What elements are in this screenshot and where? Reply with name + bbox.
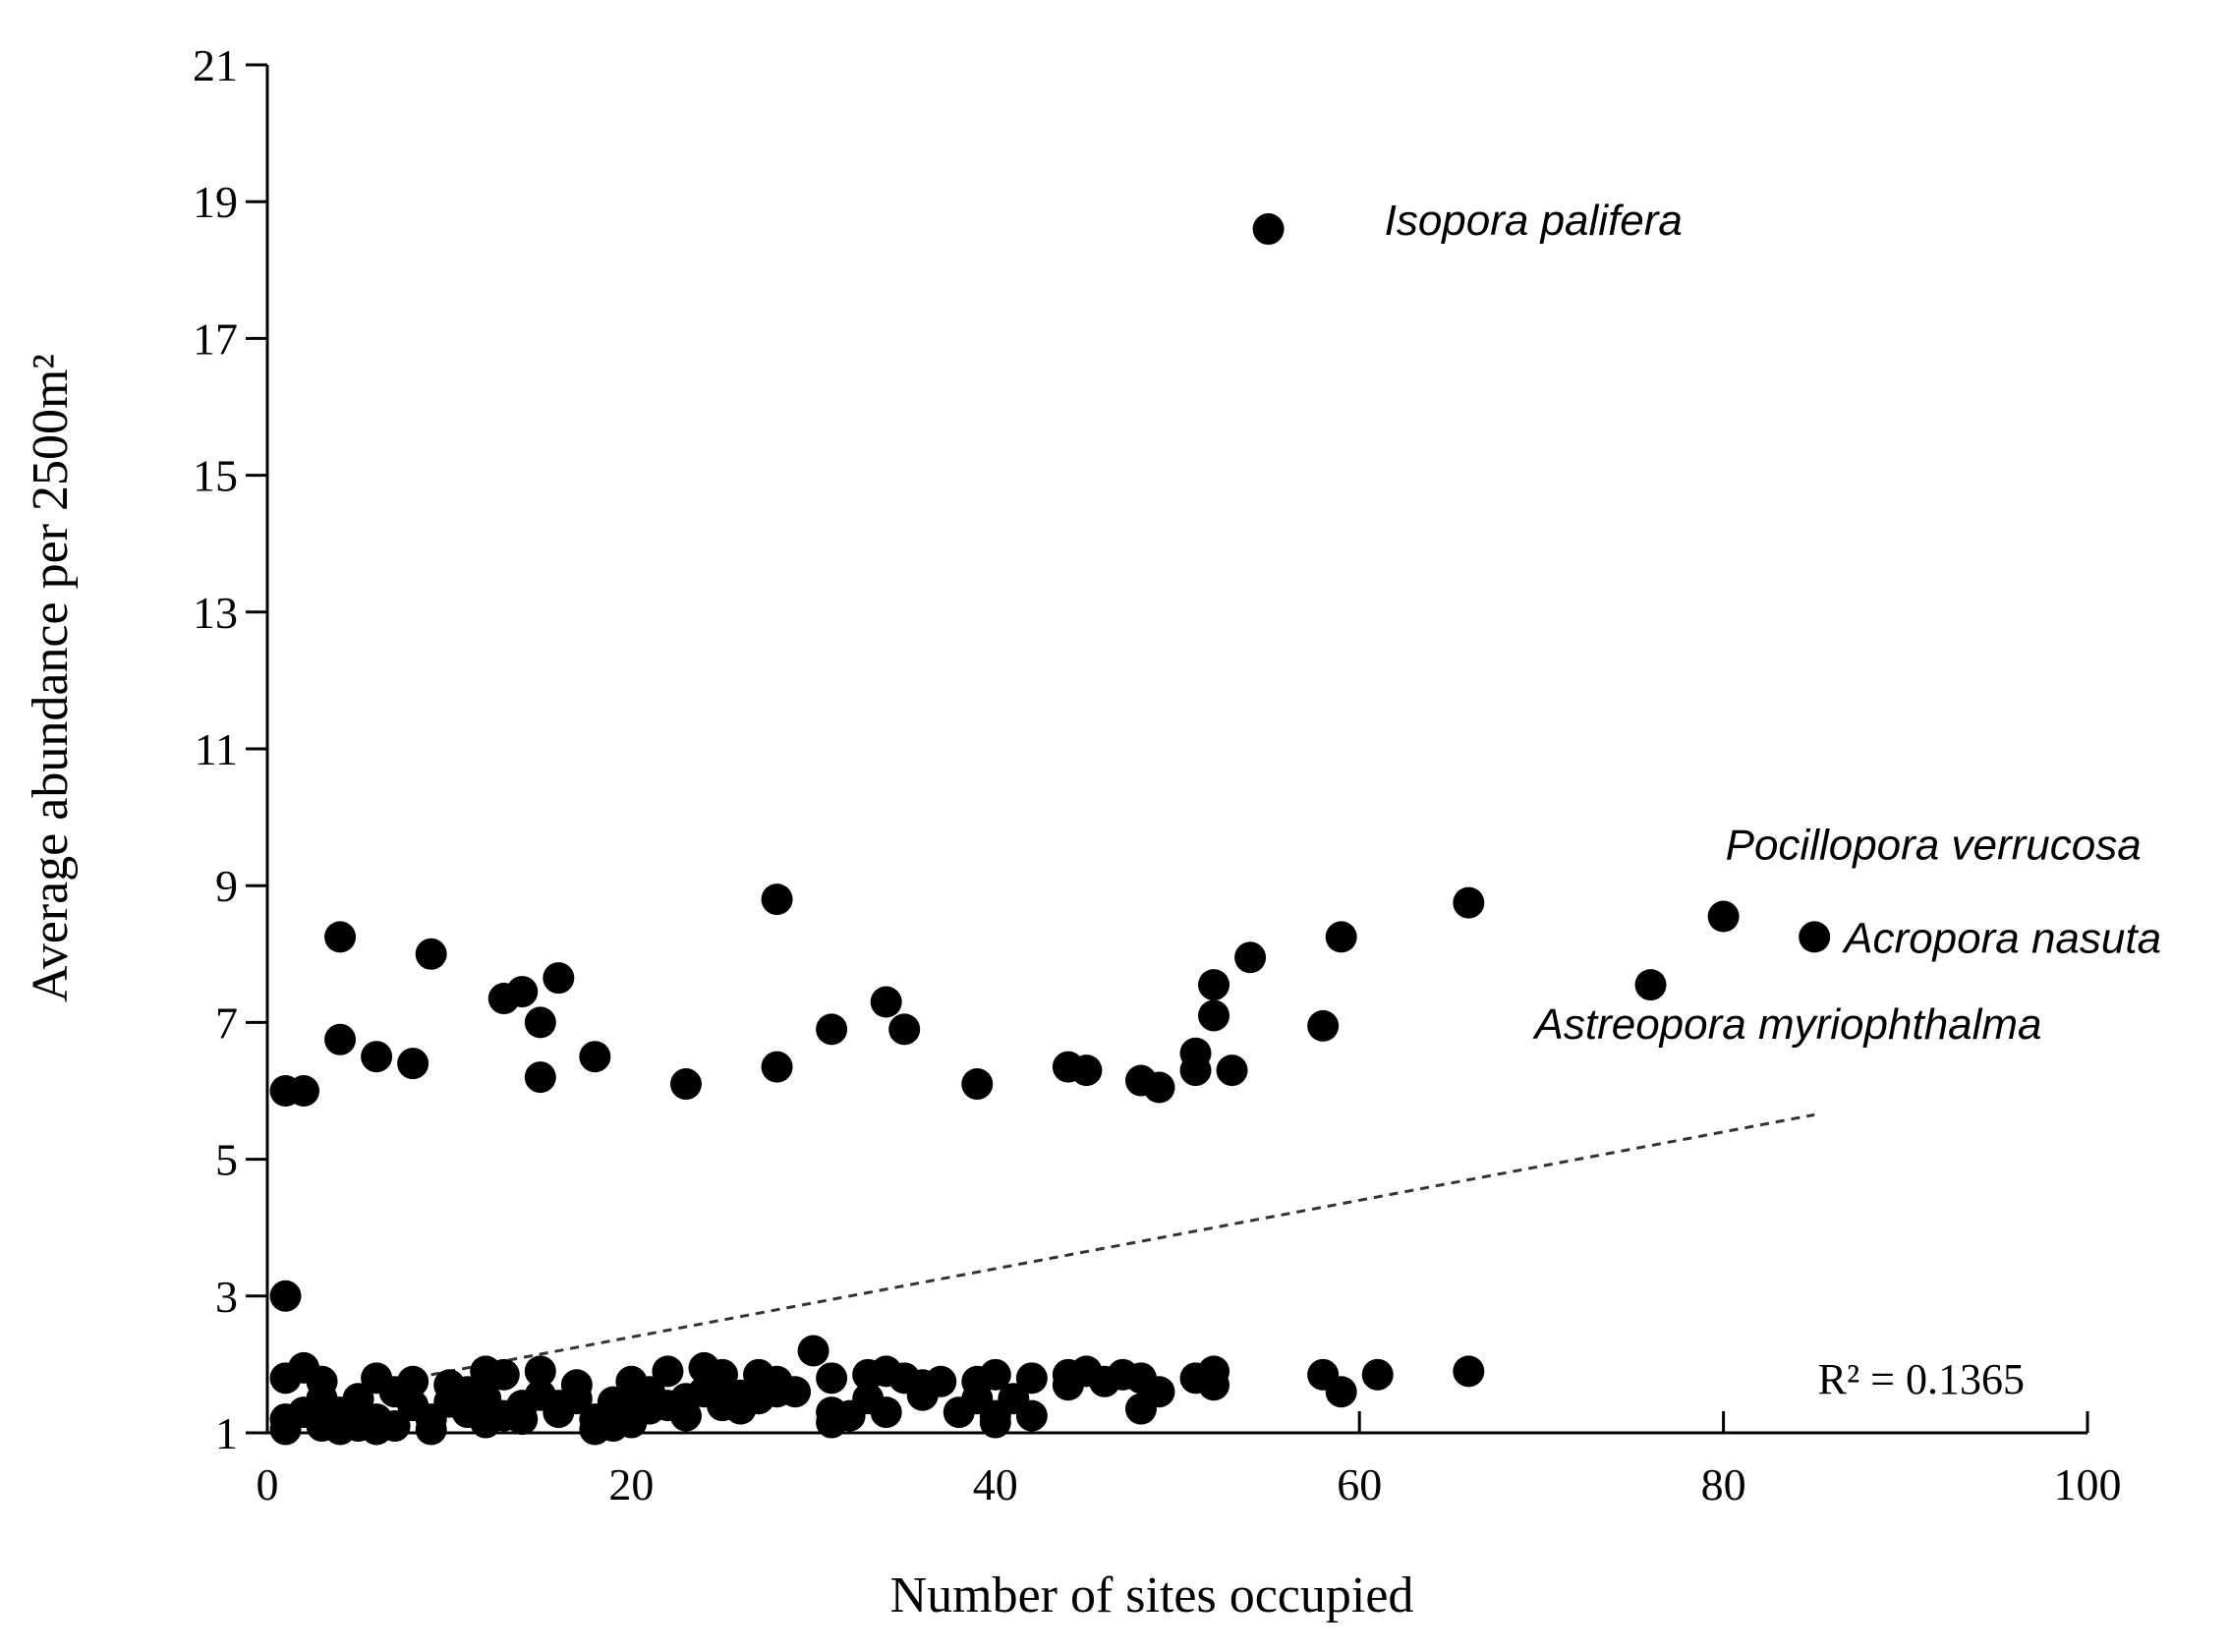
data-point bbox=[1124, 1393, 1157, 1425]
y-tick-label: 15 bbox=[193, 451, 238, 501]
data-point bbox=[669, 1068, 702, 1101]
data-point bbox=[1179, 1054, 1212, 1087]
data-point bbox=[1634, 969, 1667, 1001]
data-point bbox=[1361, 1358, 1394, 1391]
data-point bbox=[415, 938, 447, 970]
y-tick-label: 9 bbox=[215, 861, 238, 911]
data-point bbox=[1015, 1362, 1048, 1395]
data-point bbox=[1234, 941, 1267, 974]
data-point bbox=[669, 1399, 702, 1432]
data-point bbox=[506, 976, 539, 1008]
data-point bbox=[524, 1006, 556, 1039]
data-point bbox=[506, 1403, 539, 1436]
annotation-label: Astreopora myriophthalma bbox=[1532, 1000, 2042, 1049]
data-point bbox=[961, 1068, 994, 1101]
data-point bbox=[1453, 1355, 1485, 1388]
data-point bbox=[1198, 1369, 1230, 1401]
data-point bbox=[816, 1362, 848, 1395]
data-point bbox=[1088, 1365, 1120, 1397]
data-point bbox=[342, 1410, 374, 1443]
y-tick-label: 7 bbox=[215, 997, 238, 1048]
data-point bbox=[870, 986, 902, 1018]
data-point bbox=[1198, 969, 1230, 1001]
data-point bbox=[979, 1358, 1011, 1391]
data-point bbox=[779, 1376, 812, 1408]
y-tick-label: 17 bbox=[193, 313, 238, 364]
data-point bbox=[652, 1355, 684, 1388]
data-point bbox=[797, 1335, 829, 1367]
data-point bbox=[1252, 213, 1285, 246]
data-point bbox=[1070, 1054, 1103, 1087]
data-point bbox=[1015, 1399, 1048, 1432]
data-point bbox=[579, 1041, 611, 1073]
data-point bbox=[470, 1406, 502, 1439]
data-point bbox=[361, 1041, 393, 1073]
y-tick-label: 21 bbox=[193, 40, 238, 90]
trendline-group: R² = 0.1365 bbox=[430, 1112, 2025, 1403]
data-point bbox=[724, 1393, 757, 1425]
data-point bbox=[888, 1013, 921, 1046]
data-point bbox=[306, 1365, 338, 1397]
data-point bbox=[342, 1383, 374, 1415]
annotation-label: Acropora nasuta bbox=[1841, 914, 2161, 962]
data-point bbox=[324, 921, 357, 953]
y-tick-label: 5 bbox=[215, 1135, 238, 1185]
data-point bbox=[451, 1376, 484, 1408]
data-point bbox=[633, 1393, 665, 1425]
data-point bbox=[1707, 900, 1740, 933]
data-point bbox=[870, 1396, 902, 1429]
x-tick-label: 80 bbox=[1701, 1459, 1746, 1510]
data-point bbox=[1325, 1376, 1357, 1408]
data-point bbox=[543, 962, 575, 995]
data-points bbox=[269, 213, 1831, 1446]
data-point bbox=[761, 883, 793, 916]
data-point bbox=[816, 1013, 848, 1046]
x-tick-label: 0 bbox=[257, 1459, 279, 1510]
data-point bbox=[415, 1413, 447, 1446]
annotation-label: Pocillopora verrucosa bbox=[1726, 822, 2142, 870]
data-point bbox=[1307, 1009, 1340, 1042]
data-point bbox=[524, 1355, 556, 1388]
data-point bbox=[1799, 921, 1831, 953]
data-point bbox=[597, 1410, 629, 1443]
data-point bbox=[543, 1390, 575, 1422]
data-point bbox=[288, 1075, 320, 1107]
x-axis-title: Number of sites occupied bbox=[890, 1567, 1414, 1624]
data-point bbox=[761, 1051, 793, 1083]
y-tick-label: 19 bbox=[193, 177, 238, 227]
data-point bbox=[1198, 999, 1230, 1032]
y-axis-title: Average abundance per 2500m² bbox=[23, 354, 79, 1002]
data-point bbox=[906, 1369, 939, 1401]
y-tick-label: 13 bbox=[193, 588, 238, 638]
data-point bbox=[1143, 1071, 1175, 1104]
r-squared-label: R² = 0.1365 bbox=[1818, 1355, 2025, 1403]
data-point bbox=[979, 1406, 1011, 1439]
data-point bbox=[1052, 1369, 1084, 1401]
data-point bbox=[397, 1048, 429, 1080]
x-tick-label: 20 bbox=[608, 1459, 654, 1510]
x-tick-label: 100 bbox=[2054, 1459, 2122, 1510]
y-tick-label: 1 bbox=[215, 1408, 238, 1458]
data-point bbox=[1216, 1054, 1248, 1087]
x-tick-label: 40 bbox=[973, 1459, 1018, 1510]
data-point bbox=[324, 1023, 357, 1055]
y-tick-label: 11 bbox=[195, 724, 238, 774]
data-point bbox=[269, 1280, 302, 1312]
annotations: Isopora palifera Pocillopora verrucosa Acr… bbox=[1385, 197, 2161, 1049]
data-point bbox=[1325, 921, 1357, 953]
data-point bbox=[524, 1061, 556, 1094]
annotation-label: Isopora palifera bbox=[1385, 197, 1683, 245]
x-tick-label: 60 bbox=[1337, 1459, 1382, 1510]
trendline bbox=[430, 1112, 1815, 1377]
data-point bbox=[1453, 886, 1485, 919]
data-point bbox=[487, 1358, 520, 1391]
data-point bbox=[378, 1410, 411, 1443]
y-tick-label: 3 bbox=[215, 1272, 238, 1322]
